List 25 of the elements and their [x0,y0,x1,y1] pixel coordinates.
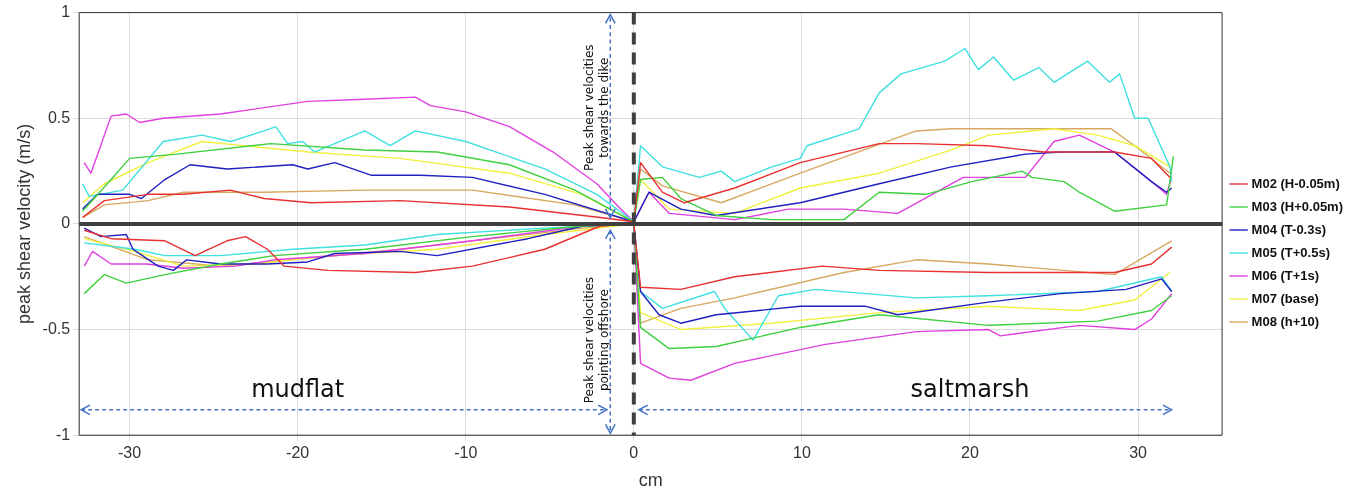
x-tick-label: -30 [118,444,142,462]
x-tick-label: 20 [961,444,979,462]
legend-label: M04 (T-0.3s) [1251,221,1327,237]
x-tick-label: 10 [793,444,811,462]
x-tick-label: -20 [286,444,310,462]
x-tick-label: 0 [629,444,639,462]
legend-label: M07 (base) [1251,290,1319,306]
y-tick-label: -0.5 [42,319,71,337]
x-tick-label: 30 [1129,444,1148,462]
legend-label: M03 (H+0.05m) [1251,198,1344,214]
annotation: Peak shear velocities towards the dike [581,44,611,171]
legend-label: M08 (h+10) [1251,313,1320,329]
annotation: saltmarsh [910,375,1030,404]
y-axis-title: peak shear velocity (m/s) [13,123,34,324]
y-tick-label: -1 [55,425,71,443]
annotation: mudflat [251,375,345,404]
x-tick-label: -10 [454,444,478,462]
legend-label: M02 (H-0.05m) [1251,175,1340,191]
y-tick-label: 0 [61,214,71,232]
legend-label: M05 (T+0.5s) [1251,244,1331,260]
legend-label: M06 (T+1s) [1251,267,1320,283]
y-tick-label: 1 [61,3,71,21]
x-axis-title: cm [638,470,663,491]
y-tick-label: 0.5 [47,108,71,126]
annotation: Peak shear velocities pointing offshore [581,276,611,404]
